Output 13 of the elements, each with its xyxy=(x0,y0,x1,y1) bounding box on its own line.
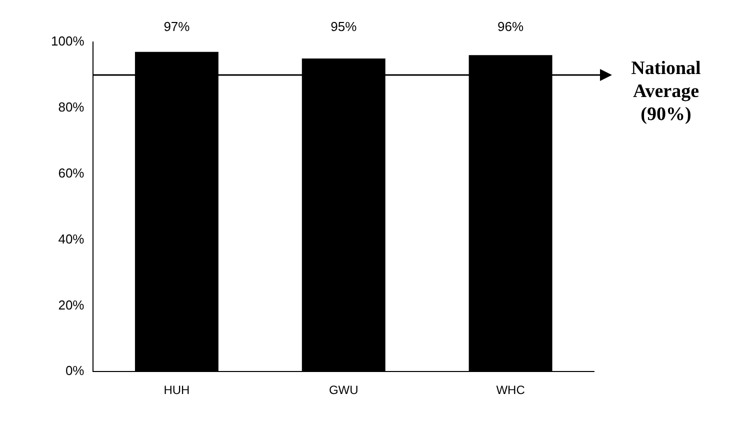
x-tick-label: GWU xyxy=(328,383,358,398)
x-tick-label: HUH xyxy=(164,383,190,398)
y-tick-label: 0% xyxy=(65,363,85,378)
y-tick-label: 100% xyxy=(51,34,85,49)
x-tick-label: WHC xyxy=(496,383,526,398)
y-tick-label: 20% xyxy=(58,297,85,312)
y-tick-label: 60% xyxy=(58,165,85,180)
data-label: 97% xyxy=(164,19,190,34)
legend-label: National Average (90%) xyxy=(630,56,702,126)
y-tick-label: 40% xyxy=(58,231,85,246)
data-label: 95% xyxy=(330,19,358,34)
y-tick-label: 80% xyxy=(58,100,85,114)
data-label: 96% xyxy=(498,19,524,34)
